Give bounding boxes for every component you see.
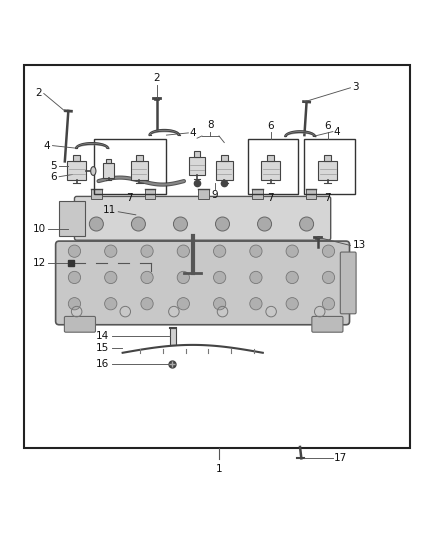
Circle shape [213,245,226,257]
Circle shape [250,245,262,257]
Bar [261,161,280,180]
Text: 16: 16 [96,359,110,369]
Circle shape [250,271,262,284]
Bar [198,189,209,199]
Bar [189,157,205,175]
Text: 11: 11 [103,205,116,215]
Circle shape [177,245,190,257]
Bar [136,155,143,161]
Bar [267,155,274,161]
Circle shape [105,271,117,284]
Circle shape [141,271,153,284]
Text: 4: 4 [334,127,340,136]
Circle shape [258,217,272,231]
Circle shape [177,297,190,310]
Text: 2: 2 [153,72,160,83]
Text: 3: 3 [353,82,359,92]
Circle shape [286,297,298,310]
Bar [252,189,263,199]
Circle shape [250,297,262,310]
Circle shape [286,271,298,284]
Bar [194,151,201,157]
Text: 6: 6 [324,120,331,131]
Circle shape [286,245,298,257]
Text: 13: 13 [353,240,366,251]
Circle shape [322,297,335,310]
Bar [304,140,355,194]
Bar [91,189,102,199]
Bar [216,161,233,180]
Text: 1: 1 [215,464,223,474]
Circle shape [141,245,153,257]
Text: 7: 7 [324,193,331,203]
Bar [103,163,114,177]
Bar [324,155,331,161]
Bar [73,155,80,161]
Circle shape [89,217,103,231]
Circle shape [131,217,145,231]
Text: 2: 2 [35,87,42,98]
Text: 15: 15 [96,343,110,353]
Text: 17: 17 [334,454,347,463]
Circle shape [68,297,81,310]
Circle shape [215,217,230,231]
Bar [106,159,111,163]
Text: 4: 4 [44,141,50,151]
FancyBboxPatch shape [340,252,356,314]
Text: 7: 7 [126,193,133,203]
Circle shape [213,297,226,310]
Text: 5: 5 [50,161,57,171]
FancyBboxPatch shape [74,197,331,240]
Text: 4: 4 [189,128,196,138]
Circle shape [322,245,335,257]
Circle shape [105,245,117,257]
Text: 9: 9 [211,190,218,200]
Text: 10: 10 [33,224,46,235]
Bar [59,201,85,236]
Text: 14: 14 [96,330,110,341]
Circle shape [68,271,81,284]
FancyBboxPatch shape [56,241,350,325]
Circle shape [141,297,153,310]
Circle shape [322,271,335,284]
Bar [221,155,228,161]
Text: 8: 8 [207,120,214,130]
Bar [94,140,166,194]
Bar [67,161,86,180]
Bar [318,161,337,180]
Ellipse shape [91,167,96,175]
Text: 6: 6 [267,120,274,131]
Bar [24,65,410,448]
Bar [170,328,176,345]
Bar [145,189,155,199]
Circle shape [177,271,190,284]
Circle shape [173,217,187,231]
Text: 12: 12 [33,258,46,268]
FancyBboxPatch shape [312,317,343,332]
Bar [248,140,298,194]
Circle shape [105,297,117,310]
Circle shape [68,245,81,257]
Text: 7: 7 [267,193,274,203]
Bar [306,189,316,199]
Circle shape [300,217,314,231]
Text: 6: 6 [50,172,57,182]
FancyBboxPatch shape [64,317,95,332]
Circle shape [213,271,226,284]
Bar [131,161,148,180]
